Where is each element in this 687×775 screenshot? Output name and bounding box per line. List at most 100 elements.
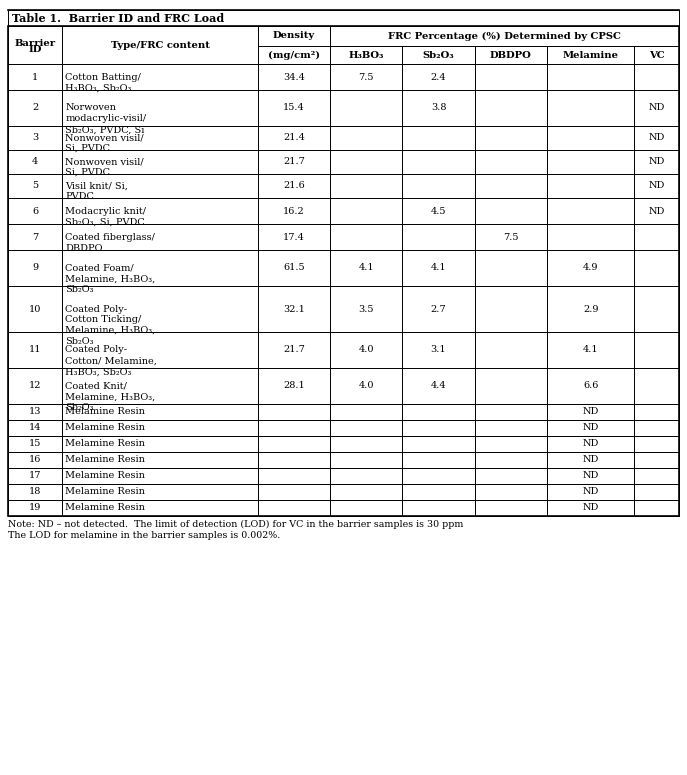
Bar <box>475 224 547 250</box>
Bar <box>547 404 634 420</box>
Text: Norwoven: Norwoven <box>65 104 116 112</box>
Text: Sb₂O₃: Sb₂O₃ <box>65 336 94 346</box>
Text: 28.1: 28.1 <box>283 381 305 391</box>
Bar <box>634 198 679 224</box>
Text: Melamine Resin: Melamine Resin <box>65 471 146 480</box>
Text: 6: 6 <box>32 206 38 215</box>
Bar <box>403 436 475 452</box>
Text: DBDPO: DBDPO <box>490 50 532 60</box>
Bar <box>258 150 330 174</box>
Bar <box>547 150 634 174</box>
Text: Melamine Resin: Melamine Resin <box>65 504 146 512</box>
Bar <box>634 90 679 126</box>
Bar <box>330 500 403 516</box>
Bar <box>330 404 403 420</box>
Text: 2: 2 <box>32 104 38 112</box>
Text: ND: ND <box>583 487 599 497</box>
Bar <box>547 224 634 250</box>
Text: 3.5: 3.5 <box>359 305 374 314</box>
Bar <box>475 484 547 500</box>
Bar <box>63 500 258 516</box>
Text: 5: 5 <box>32 181 38 191</box>
Bar <box>547 500 634 516</box>
Text: 6.6: 6.6 <box>583 381 598 391</box>
Text: 61.5: 61.5 <box>283 264 305 273</box>
Bar <box>330 150 403 174</box>
Text: 2.4: 2.4 <box>431 73 447 81</box>
Text: Melamine, H₃BO₃,: Melamine, H₃BO₃, <box>65 274 156 284</box>
Text: Coated Foam/: Coated Foam/ <box>65 264 134 273</box>
Text: ID: ID <box>29 46 42 54</box>
Text: 17.4: 17.4 <box>283 232 305 242</box>
Text: Density: Density <box>273 32 315 40</box>
Bar <box>475 468 547 484</box>
Bar <box>8 64 63 90</box>
Text: Barrier: Barrier <box>14 39 56 47</box>
Bar <box>258 452 330 468</box>
Bar <box>8 368 63 404</box>
Bar <box>403 500 475 516</box>
Bar <box>330 26 679 46</box>
Text: Note: ND – not detected.  The limit of detection (LOD) for VC in the barrier sam: Note: ND – not detected. The limit of de… <box>8 520 463 529</box>
Bar <box>63 64 258 90</box>
Text: ND: ND <box>649 181 665 191</box>
Text: Table 1.  Barrier ID and FRC Load: Table 1. Barrier ID and FRC Load <box>12 12 224 23</box>
Bar <box>8 250 63 286</box>
Bar <box>8 10 679 26</box>
Bar <box>403 404 475 420</box>
Text: 7: 7 <box>32 232 38 242</box>
Bar <box>330 126 403 150</box>
Bar <box>8 286 63 332</box>
Bar <box>258 500 330 516</box>
Text: Nonwoven visil/: Nonwoven visil/ <box>65 133 144 143</box>
Text: Melamine Resin: Melamine Resin <box>65 487 146 497</box>
Bar <box>634 484 679 500</box>
Bar <box>634 64 679 90</box>
Text: Sb₂O₃: Sb₂O₃ <box>65 403 94 412</box>
Bar <box>258 174 330 198</box>
Bar <box>8 332 63 368</box>
Text: FRC Percentage (%) Determined by CPSC: FRC Percentage (%) Determined by CPSC <box>388 32 621 40</box>
Text: ND: ND <box>583 423 599 432</box>
Bar <box>475 452 547 468</box>
Bar <box>8 224 63 250</box>
Text: Coated fiberglass/: Coated fiberglass/ <box>65 232 155 242</box>
Bar <box>403 286 475 332</box>
Bar <box>63 150 258 174</box>
Bar <box>403 332 475 368</box>
Bar <box>258 436 330 452</box>
Bar <box>403 468 475 484</box>
Text: 18: 18 <box>29 487 41 497</box>
Bar <box>403 452 475 468</box>
Text: Melamine Resin: Melamine Resin <box>65 423 146 432</box>
Text: 14: 14 <box>29 423 41 432</box>
Text: Nonwoven visil/: Nonwoven visil/ <box>65 157 144 167</box>
Bar <box>258 90 330 126</box>
Bar <box>475 286 547 332</box>
Bar <box>475 126 547 150</box>
Bar <box>258 198 330 224</box>
Text: 7.5: 7.5 <box>359 73 374 81</box>
Bar <box>547 250 634 286</box>
Text: 21.7: 21.7 <box>283 346 305 354</box>
Text: ND: ND <box>583 439 599 449</box>
Bar <box>63 90 258 126</box>
Bar <box>634 286 679 332</box>
Bar <box>330 468 403 484</box>
Bar <box>8 150 63 174</box>
Bar <box>403 250 475 286</box>
Text: 17: 17 <box>29 471 41 480</box>
Bar <box>475 368 547 404</box>
Text: DBDPO: DBDPO <box>65 244 103 253</box>
Bar <box>258 126 330 150</box>
Bar <box>547 484 634 500</box>
Bar <box>63 468 258 484</box>
Bar <box>547 64 634 90</box>
Bar <box>475 198 547 224</box>
Bar <box>258 224 330 250</box>
Bar <box>547 420 634 436</box>
Text: Melamine: Melamine <box>563 50 619 60</box>
Text: ND: ND <box>649 206 665 215</box>
Text: 12: 12 <box>29 381 41 391</box>
Bar <box>475 46 547 64</box>
